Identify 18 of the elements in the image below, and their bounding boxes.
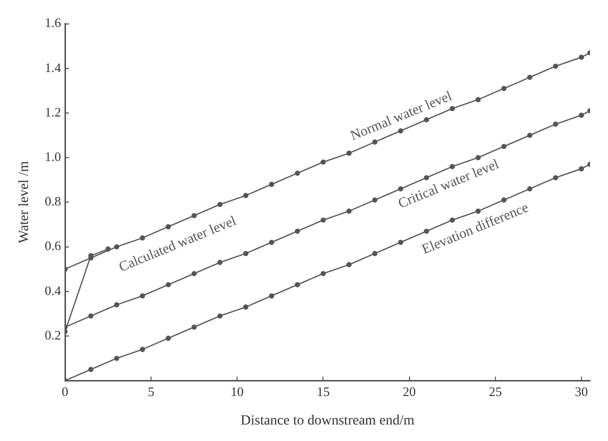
x-axis-title: Distance to downstream end/m	[240, 413, 415, 428]
x-tick-label: 10	[230, 384, 244, 399]
y-tick-label: 0.6	[44, 238, 62, 254]
x-tick-label: 0	[62, 384, 68, 399]
x-tick-label: 20	[402, 384, 416, 399]
x-tick-label: 15	[316, 384, 330, 399]
x-tick-label: 5	[148, 384, 154, 399]
y-tick-label: 1.2	[44, 104, 62, 120]
y-axis-title: Water level /m	[17, 161, 32, 244]
x-tick-label: 25	[488, 384, 502, 399]
y-tick-label: 1.6	[44, 15, 62, 30]
text: Critical water level	[396, 157, 502, 212]
y-tick-label: 1.4	[44, 60, 62, 75]
y-tick-label: 0.8	[44, 194, 62, 209]
y-tick-label: 1.0	[44, 149, 62, 164]
y-tick-label: 0.4	[44, 282, 62, 298]
y-tick-label: 0.2	[44, 327, 62, 342]
x-tick-label: 30	[574, 384, 588, 399]
